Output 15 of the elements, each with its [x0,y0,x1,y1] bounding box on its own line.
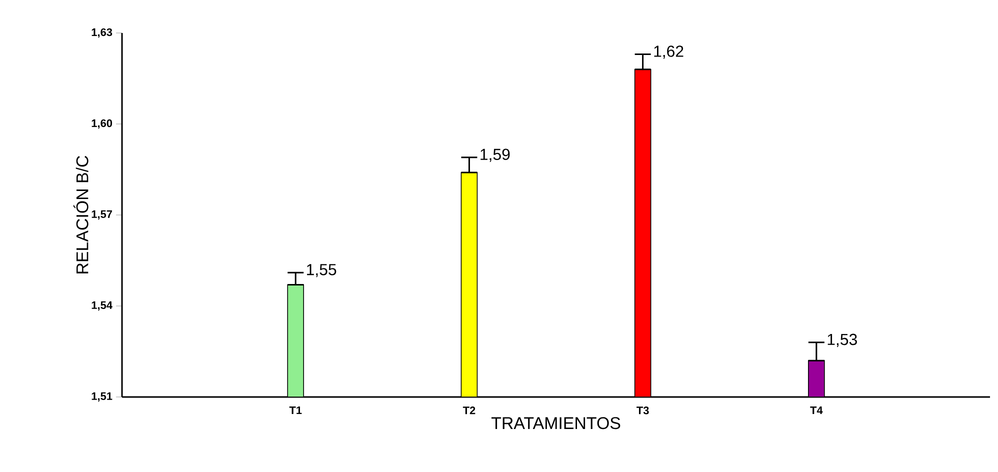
y-tick-label: 1,51 [92,392,112,402]
y-axis-title: RELACIÓN B/C [73,156,88,274]
x-axis-title: TRATAMIENTOS [491,417,620,430]
x-tick-label: T3 [636,406,649,414]
y-tick-label: 1,54 [92,301,112,311]
annotation: 1,62 [654,46,684,59]
x-tick-label: T2 [462,406,476,414]
annotation: 1,59 [480,148,510,162]
annotation: 1,53 [828,334,857,347]
annotation: 1,55 [307,264,336,278]
y-tick-label: 1,57 [92,210,112,220]
x-tick-label: T4 [810,406,823,414]
x-tick-label: T1 [289,406,302,414]
y-tick-label: 1,63 [92,28,112,38]
y-tick-label: 1,60 [92,119,112,129]
